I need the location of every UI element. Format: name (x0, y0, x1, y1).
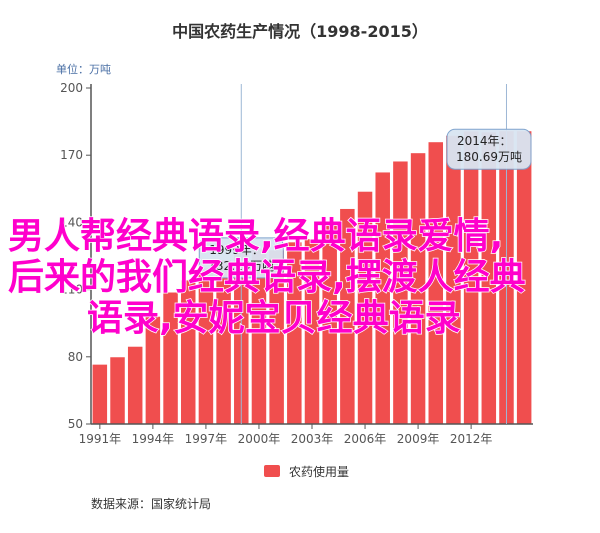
x-tick-label: 2000年 (238, 432, 281, 446)
bar[interactable] (393, 161, 408, 425)
overlay-line-3: 语录,安妮宝贝经典语录 (87, 298, 461, 339)
bar[interactable] (340, 208, 355, 424)
overlay-line-1: 男人帮经典语录,经典语录爱情, (8, 216, 503, 257)
tooltip-line-2: 180.69万吨 (456, 150, 522, 164)
y-tick-label: 110 (60, 283, 83, 297)
y-tick-label: 200 (60, 81, 83, 95)
x-tick-label: 2003年 (291, 432, 334, 446)
bar[interactable] (357, 191, 373, 424)
watermark-overlay: 男人帮经典语录,经典语录爱情, 后来的我们经典语录,摆渡人经典 语录,安妮宝贝经… (7, 215, 526, 340)
bar[interactable] (216, 260, 231, 424)
bar[interactable] (287, 242, 302, 424)
bar[interactable] (322, 225, 337, 424)
chart-title: 中国农药生产情况（1998-2015） (172, 22, 428, 41)
bar[interactable] (92, 364, 108, 424)
legend[interactable]: 农药使用量 (264, 464, 349, 479)
bar[interactable] (304, 239, 320, 424)
overlay-line-2: 后来的我们经典语录,摆渡人经典 (8, 257, 526, 298)
bar[interactable] (410, 153, 426, 424)
bar[interactable] (127, 346, 143, 424)
x-tick-label: 2006年 (344, 432, 387, 446)
tooltip-line-1: 2014年： (457, 134, 512, 148)
legend-label: 农药使用量 (289, 464, 349, 479)
unit-label: 单位：万吨 (56, 62, 111, 76)
bar[interactable] (198, 268, 214, 424)
bar[interactable] (516, 131, 532, 424)
bar[interactable] (163, 292, 178, 424)
y-tick-label: 140 (60, 215, 83, 229)
bar[interactable] (145, 316, 161, 424)
x-tick-label: 2012年 (450, 432, 493, 446)
bar[interactable] (463, 131, 479, 424)
tooltip-box (446, 128, 532, 170)
y-tick-label: 170 (60, 148, 83, 162)
tooltip-line-2: 132.16万吨 (208, 259, 274, 273)
bar[interactable] (481, 132, 497, 425)
x-tick-label: 1994年 (132, 432, 175, 446)
y-tick-label: 50 (68, 417, 83, 431)
bar[interactable] (375, 172, 390, 424)
plot-area: 50 80 110 140 170 200 1991年 1994年 1997年 2000年 2003… (60, 81, 533, 446)
bar[interactable] (110, 357, 125, 424)
source-note: 数据来源：国家统计局 (91, 496, 211, 511)
bar[interactable] (446, 135, 461, 424)
legend-swatch (264, 465, 280, 477)
x-tick-label: 1997年 (185, 432, 228, 446)
x-tick-label: 2009年 (397, 432, 440, 446)
tooltip-box (198, 237, 284, 279)
bar[interactable] (269, 250, 284, 424)
y-tick-label: 80 (68, 350, 83, 364)
bar[interactable] (428, 142, 444, 424)
tooltip-line-1: 1999年： (209, 243, 264, 257)
bar[interactable] (251, 249, 267, 424)
x-tick-label: 1991年 (79, 432, 122, 446)
bar[interactable] (180, 280, 196, 424)
